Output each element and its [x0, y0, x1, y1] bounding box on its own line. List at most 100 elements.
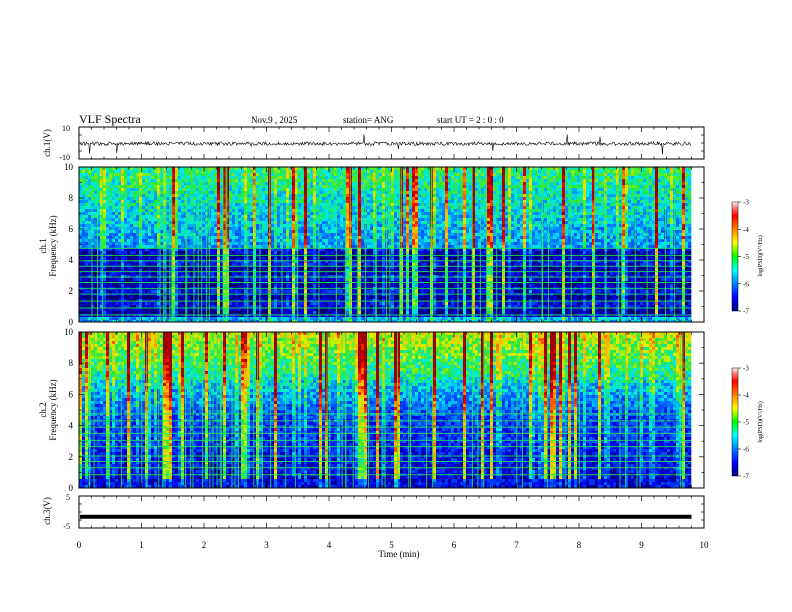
spectrogram-cell: [181, 173, 184, 176]
spectrogram-cell: [121, 242, 124, 245]
spectrogram-cell: [340, 197, 343, 200]
spectrogram-cell: [109, 284, 112, 287]
spectrogram-cell: [358, 185, 361, 188]
spectrogram-cell: [256, 185, 259, 188]
ch1-ytick-top: 10: [62, 124, 70, 133]
spectrogram-cell: [187, 230, 190, 233]
spectrogram-cell: [112, 170, 115, 173]
spectrogram-cell: [82, 200, 85, 203]
spectrogram-cell: [214, 239, 217, 242]
spectrogram-cell: [304, 191, 307, 194]
spectrogram-cell: [187, 179, 190, 182]
spectrogram-cell: [85, 311, 88, 314]
spectrogram-cell: [325, 245, 328, 248]
spectrogram-cell: [238, 296, 241, 299]
spectrogram-cell: [241, 221, 244, 224]
spectrogram-cell: [214, 302, 217, 305]
spectrogram-cell: [301, 290, 304, 293]
spectrogram-cell: [112, 293, 115, 296]
spectrogram-cell: [127, 212, 130, 215]
spectrogram-cell: [175, 170, 178, 173]
spectrogram-cell: [238, 284, 241, 287]
spectrogram-cell: [352, 278, 355, 281]
spectrogram-cell: [214, 185, 217, 188]
spectrogram-cell: [211, 233, 214, 236]
spectrogram-cell: [181, 182, 184, 185]
spectrogram-cell: [337, 296, 340, 299]
spectrogram-cell: [136, 317, 139, 320]
spectrogram-cell: [355, 206, 358, 209]
spectrogram-cell: [238, 317, 241, 320]
spectrogram-cell: [124, 293, 127, 296]
spectrogram-cell: [313, 209, 316, 212]
spectrogram-cell: [235, 173, 238, 176]
spectrogram-cell: [139, 212, 142, 215]
spectrogram-cell: [124, 257, 127, 260]
spectrogram-cell: [130, 242, 133, 245]
spectrogram-cell: [139, 314, 142, 317]
spectrogram-cell: [313, 245, 316, 248]
spectrogram-cell: [196, 245, 199, 248]
spectrogram-cell: [106, 197, 109, 200]
spectrogram-cell: [346, 242, 349, 245]
spectrogram-cell: [322, 221, 325, 224]
spectrogram-cell: [235, 170, 238, 173]
spectrogram-cell: [232, 233, 235, 236]
spectrogram-cell: [139, 194, 142, 197]
spectrogram-cell: [232, 278, 235, 281]
spectrogram-cell: [325, 284, 328, 287]
spectrogram-cell: [232, 179, 235, 182]
spectrogram-cell: [196, 182, 199, 185]
spectrogram-cell: [130, 185, 133, 188]
spectrogram-cell: [262, 170, 265, 173]
spectrogram-cell: [319, 296, 322, 299]
spectrogram-cell: [286, 284, 289, 287]
spectrogram-cell: [106, 173, 109, 176]
spectrogram-cell: [310, 251, 313, 254]
spectrogram-cell: [235, 176, 238, 179]
spectrogram-cell: [319, 182, 322, 185]
spectrogram-cell: [271, 242, 274, 245]
spectrogram-cell: [361, 173, 364, 176]
spectrogram-cell: [328, 176, 331, 179]
spectrogram-cell: [148, 278, 151, 281]
spectrogram-cell: [328, 245, 331, 248]
spectrogram-cell: [286, 194, 289, 197]
spectrogram-cell: [262, 224, 265, 227]
spectrogram-cell: [151, 200, 154, 203]
spectrogram-cell: [229, 197, 232, 200]
spectrogram-cell: [136, 293, 139, 296]
spectrogram-cell: [322, 257, 325, 260]
spectrogram-cell: [115, 173, 118, 176]
spectrogram-cell: [271, 233, 274, 236]
spectrogram-cell: [292, 212, 295, 215]
spectrogram-cell: [202, 251, 205, 254]
spectrogram-cell: [271, 239, 274, 242]
spectrogram-cell: [274, 314, 277, 317]
spectrogram-cell: [307, 251, 310, 254]
spectrogram-cell: [337, 197, 340, 200]
spectrogram-cell: [238, 257, 241, 260]
spectrogram-cell: [301, 209, 304, 212]
spectrogram-cell: [310, 311, 313, 314]
spectrogram-cell: [85, 314, 88, 317]
spectrogram-cell: [238, 290, 241, 293]
spectrogram-cell: [121, 239, 124, 242]
spectrogram-cell: [289, 215, 292, 218]
spectrogram-cell: [286, 224, 289, 227]
spectrogram-cell: [181, 233, 184, 236]
spectrogram-cell: [136, 188, 139, 191]
spectrogram-cell: [238, 233, 241, 236]
spectrogram-cell: [148, 218, 151, 221]
spectrogram-cell: [256, 233, 259, 236]
spectrogram-cell: [151, 302, 154, 305]
spectrogram-cell: [85, 296, 88, 299]
spectrogram-cell: [235, 293, 238, 296]
spectrogram-cell: [118, 293, 121, 296]
spectrogram-cell: [121, 233, 124, 236]
spectrogram-cell: [244, 242, 247, 245]
spectrogram-cell: [355, 293, 358, 296]
spectrogram-cell: [322, 194, 325, 197]
spectrogram-cell: [265, 251, 268, 254]
spectrogram-cell: [277, 191, 280, 194]
